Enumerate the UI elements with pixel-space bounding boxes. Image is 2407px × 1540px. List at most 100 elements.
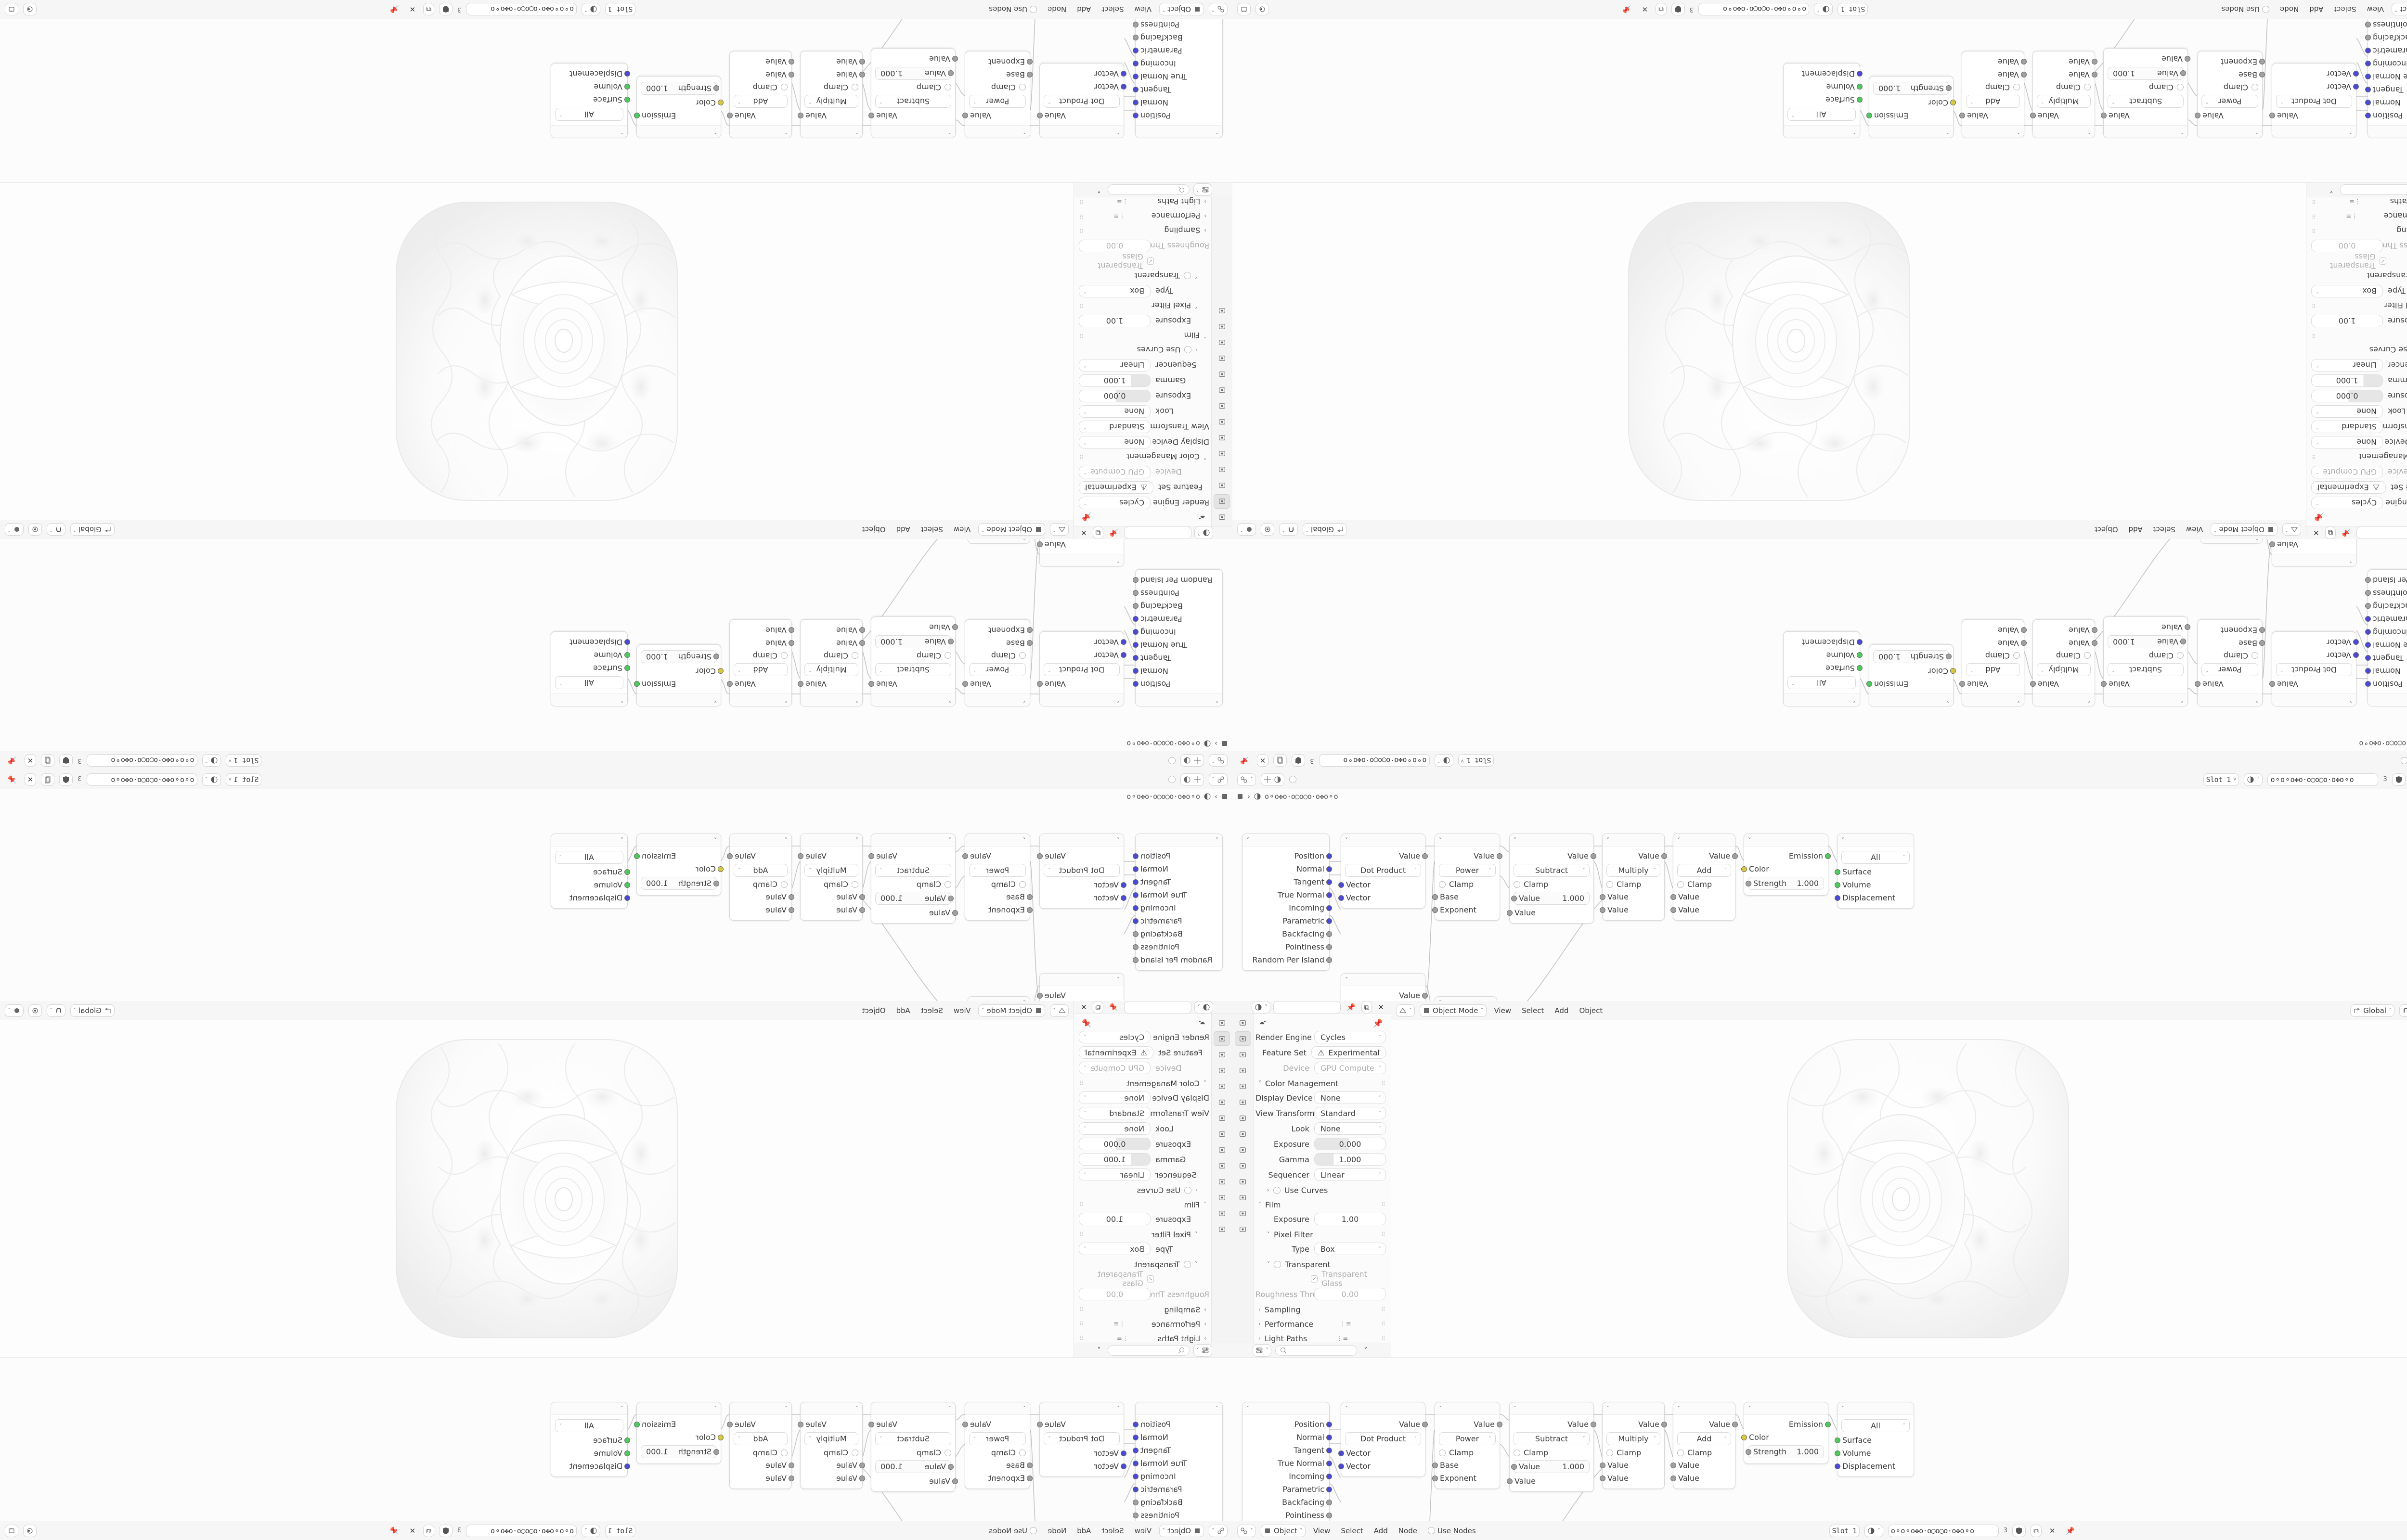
- node-input-value[interactable]: Value: [871, 621, 958, 634]
- chevron-down-icon[interactable]: ˅: [1946, 696, 1949, 704]
- node-output-emission[interactable]: Emission: [634, 1418, 721, 1431]
- node-input-field[interactable]: Strength 1.000: [1746, 877, 1824, 890]
- properties-body[interactable]: 📌Render EngineCyclesFeature Set⚠Experime…: [1074, 197, 1211, 526]
- node-output-value[interactable]: Value: [798, 109, 862, 122]
- material-users-count[interactable]: 3: [78, 776, 82, 783]
- node-socket-blue[interactable]: [1121, 84, 1126, 90]
- node-input-surface[interactable]: Surface: [551, 1434, 630, 1447]
- node-socket-blue[interactable]: [1326, 1434, 1332, 1440]
- node-socket-blue[interactable]: [1121, 882, 1126, 888]
- property-value[interactable]: 0.000: [2311, 390, 2383, 402]
- node-input-value[interactable]: Value: [1962, 55, 2027, 68]
- snap-magnet-icon[interactable]: ˅: [47, 523, 65, 536]
- chevron-down-icon[interactable]: ˅: [1204, 453, 1206, 460]
- pin-icon[interactable]: 📌: [1082, 512, 1092, 521]
- section-header-performance[interactable]: ›Performance⋮≡⠿: [2311, 209, 2407, 223]
- node-header[interactable]: ˅: [871, 834, 955, 847]
- node-operation-dropdown[interactable]: Add: [734, 95, 788, 108]
- property-value[interactable]: 1.000: [2311, 374, 2383, 387]
- chevron-down-icon[interactable]: ˅: [714, 128, 717, 135]
- node-input-value[interactable]: Value: [871, 1475, 958, 1488]
- new-material-icon[interactable]: [41, 773, 55, 786]
- properties-tab-texture-icon[interactable]: [1235, 1222, 1251, 1236]
- node-socket-grey[interactable]: [2259, 59, 2265, 65]
- material-name-field[interactable]: o⚬o⚬o✤o·o◯o◯o·o✤o⚬o: [2267, 773, 2379, 786]
- node-socket-grey[interactable]: [1661, 853, 1667, 859]
- node-header[interactable]: ˅: [1838, 1402, 1914, 1415]
- shading-mode-icons[interactable]: [1180, 773, 1204, 786]
- chevron-down-icon[interactable]: ˅: [1748, 1405, 1751, 1412]
- chevron-down-icon[interactable]: ˅: [2017, 128, 2020, 135]
- node-output-true-normal[interactable]: True Normal: [1242, 1457, 1332, 1470]
- node-header[interactable]: ˅: [1603, 1402, 1664, 1415]
- node-input-base[interactable]: Base: [965, 1459, 1033, 1472]
- node-socket-grey[interactable]: [859, 640, 865, 646]
- node-input-value[interactable]: Value: [1962, 624, 2027, 637]
- node-socket-blue[interactable]: [1326, 1460, 1332, 1466]
- node-math-divide-a[interactable]: ˅ValueDivideClampValue19.480: [1037, 973, 1124, 1001]
- node-clamp-checkbox[interactable]: Clamp: [969, 81, 1026, 93]
- shield-fake-user-icon[interactable]: [439, 3, 453, 16]
- chevron-down-icon[interactable]: ˅: [1023, 696, 1026, 704]
- node-input-exponent[interactable]: Exponent: [1432, 903, 1500, 916]
- node-math-power[interactable]: ˅ValuePowerClampBaseExponent: [2195, 619, 2265, 706]
- node-input-value[interactable]: Value: [2033, 624, 2097, 637]
- node-operation-dropdown[interactable]: Dot Product: [1044, 1432, 1120, 1445]
- node-socket-grey[interactable]: [2195, 681, 2200, 687]
- field-value[interactable]: 1.000: [880, 637, 903, 646]
- node-socket-grey[interactable]: [1326, 1512, 1332, 1518]
- node-material-output[interactable]: ˅AllSurfaceVolumeDisplacement: [1783, 63, 1863, 138]
- property-value[interactable]: 1.000: [1314, 1153, 1386, 1166]
- duplicate-icon[interactable]: ⧉: [1092, 1001, 1104, 1014]
- menu-select[interactable]: Select: [1341, 1526, 1363, 1535]
- node-header[interactable]: ˅: [551, 125, 627, 138]
- node-input-field[interactable]: Value 1.000: [875, 892, 954, 905]
- node-input-exponent[interactable]: Exponent: [965, 1472, 1033, 1485]
- unlink-icon[interactable]: ✕: [1642, 5, 1648, 14]
- toggle-use-curves[interactable]: ›Use Curves: [1079, 1183, 1209, 1197]
- section-header-sampling[interactable]: ›Sampling⠿: [1255, 1302, 1386, 1317]
- node-socket-blue[interactable]: [1133, 642, 1139, 648]
- node-socket-grey[interactable]: [1507, 1478, 1513, 1484]
- viewport-canvas[interactable]: [0, 183, 1074, 520]
- node-output-value[interactable]: Value: [727, 109, 791, 122]
- chevron-down-icon[interactable]: ˅: [1841, 1405, 1844, 1412]
- node-header[interactable]: ˅: [1040, 693, 1124, 706]
- node-socket-grey[interactable]: [962, 681, 968, 687]
- node-output-incoming[interactable]: Incoming: [1242, 1470, 1332, 1483]
- property-value[interactable]: None: [1079, 405, 1151, 418]
- node-emission[interactable]: ˅ Emission Color Strength 1.000: [1866, 76, 1956, 138]
- viewport-3d[interactable]: ˅ Object Mode ˅ View Select Add Object Gl…: [1391, 1001, 2407, 1357]
- node-input-volume[interactable]: Volume: [551, 80, 630, 93]
- node-socket-grey[interactable]: [2259, 627, 2265, 633]
- chevron-down-icon[interactable]: ˅: [948, 696, 951, 704]
- node-socket-grey[interactable]: [1497, 853, 1502, 859]
- shading-sphere-icon[interactable]: ˅: [5, 523, 24, 536]
- node-input-color[interactable]: Color: [1869, 665, 1956, 678]
- field-value[interactable]: 1.000: [880, 69, 903, 78]
- node-header[interactable]: ˅: [1040, 125, 1124, 138]
- node-socket-grey[interactable]: [1133, 22, 1139, 28]
- pin-icon[interactable]: 📌: [389, 5, 399, 14]
- node-socket-grey[interactable]: [1507, 910, 1513, 916]
- node-output-pointiness[interactable]: Pointiness: [1242, 940, 1332, 953]
- node-math-power[interactable]: ˅ValuePowerClampBaseExponent: [962, 51, 1033, 138]
- node-header[interactable]: ˅: [637, 125, 721, 138]
- node-header[interactable]: ˅: [1603, 834, 1664, 847]
- section-header-film[interactable]: ˅Film⠿: [1255, 1197, 1386, 1212]
- node-header[interactable]: ˅: [1040, 834, 1124, 847]
- node-output-position[interactable]: Position: [2365, 678, 2407, 691]
- chevron-down-icon[interactable]: ˅: [1204, 1080, 1206, 1087]
- chevron-down-icon[interactable]: ˅: [1853, 128, 1856, 135]
- node-socket-green[interactable]: [1825, 1421, 1831, 1427]
- node-material-output[interactable]: ˅AllSurfaceVolumeDisplacement: [1835, 1402, 1914, 1477]
- properties-tab-rail[interactable]: [1211, 1014, 1232, 1357]
- node-output-incoming[interactable]: Incoming: [1133, 1470, 1222, 1483]
- property-value[interactable]: 1.00: [1314, 1213, 1386, 1225]
- node-output-position[interactable]: Position: [1133, 678, 1222, 691]
- property-value[interactable]: Box: [1079, 285, 1151, 297]
- material-name-field[interactable]: o⚬o⚬o✤o·o◯o◯o·o✤o⚬o: [466, 3, 577, 16]
